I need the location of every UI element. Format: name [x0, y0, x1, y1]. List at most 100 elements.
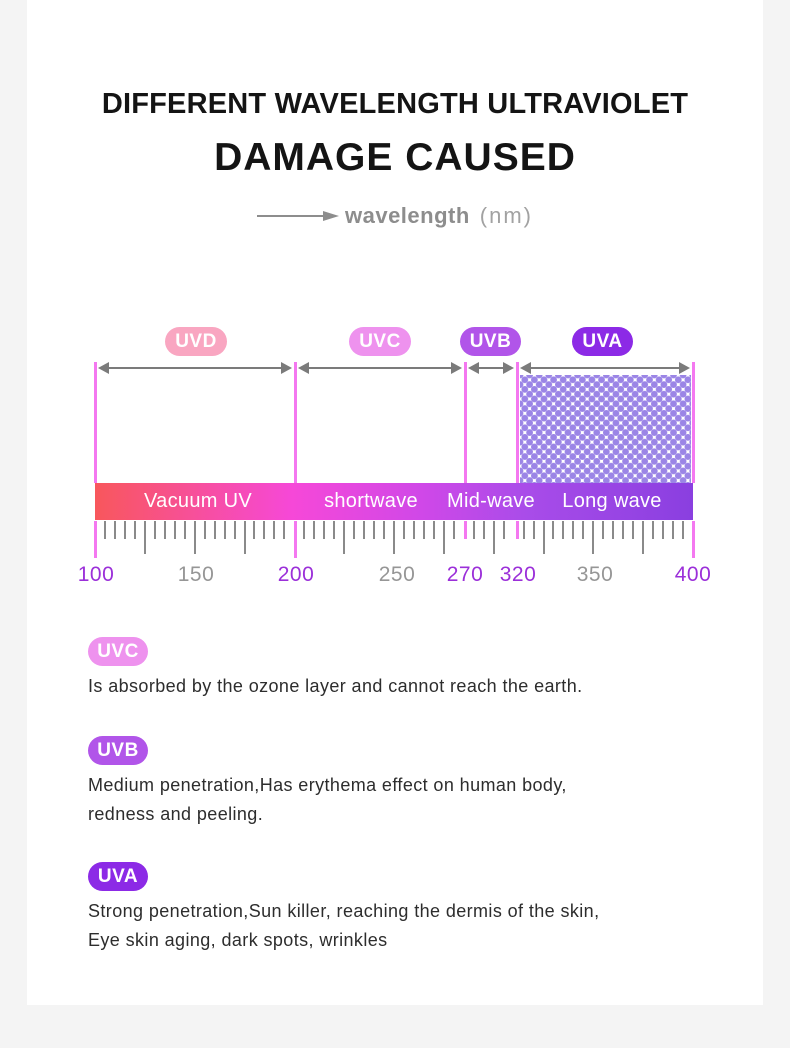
- arrowhead-right-icon: [679, 361, 690, 374]
- ruler-tick: [293, 521, 297, 558]
- wavelength-ruler: [0, 521, 790, 561]
- axis-number-100: 100: [77, 563, 115, 586]
- ruler-tick: [103, 521, 106, 539]
- boundary-line-270nm: [464, 362, 467, 483]
- ruler-tick: [542, 521, 545, 554]
- ruler-tick: [632, 521, 635, 539]
- boundary-line-400nm: [692, 362, 695, 483]
- axis-caption-label: wavelength: [344, 203, 470, 228]
- ruler-tick: [612, 521, 615, 539]
- boundary-line-100nm: [94, 362, 97, 483]
- ruler-tick: [552, 521, 555, 539]
- ruler-tick: [582, 521, 585, 539]
- arrowhead-right-icon: [503, 361, 514, 374]
- range-arrow-uvd: [98, 361, 292, 374]
- arrow-shaft: [531, 366, 679, 369]
- page-title-line2: DAMAGE CAUSED: [214, 136, 576, 179]
- axis-caption-unit: (nm): [479, 203, 534, 228]
- arrowhead-right-icon: [451, 361, 462, 374]
- ruler-tick: [502, 521, 505, 539]
- ruler-tick: [343, 521, 346, 554]
- ruler-tick: [562, 521, 565, 539]
- ruler-tick: [682, 521, 685, 539]
- ruler-tick: [602, 521, 605, 539]
- ruler-tick: [193, 521, 196, 554]
- arrowhead-left-icon: [520, 361, 531, 374]
- ruler-tick: [203, 521, 206, 539]
- uvb-badge-top: UVB: [460, 327, 521, 356]
- boundary-line-320nm: [516, 362, 519, 483]
- ruler-tick: [353, 521, 356, 539]
- ruler-tick: [383, 521, 386, 539]
- page-title-line1: DIFFERENT WAVELENGTH ULTRAVIOLET: [101, 88, 689, 120]
- ruler-tick: [243, 521, 246, 554]
- spectrum-gradient-bar: [95, 483, 693, 520]
- uvc-badge: UVC: [88, 637, 148, 666]
- axis-number-400: 400: [674, 563, 712, 586]
- uvb-description-line: redness and peeling.: [88, 803, 264, 824]
- arrow-shaft: [309, 366, 451, 369]
- ruler-tick: [213, 521, 216, 539]
- ruler-tick: [463, 521, 467, 539]
- ruler-tick: [303, 521, 306, 539]
- ruler-tick: [133, 521, 136, 539]
- ruler-tick: [422, 521, 425, 539]
- ruler-tick: [253, 521, 256, 539]
- ruler-tick: [522, 521, 525, 539]
- ruler-tick: [93, 521, 97, 558]
- ruler-tick: [691, 521, 695, 558]
- axis-number-200: 200: [277, 563, 315, 586]
- uva-dot-pattern: [520, 375, 691, 483]
- ruler-tick: [452, 521, 455, 539]
- range-arrow-uva: [520, 361, 690, 374]
- ruler-tick: [482, 521, 485, 539]
- uvd-badge: UVD: [165, 327, 227, 356]
- ruler-tick: [393, 521, 395, 554]
- ruler-tick: [432, 521, 435, 539]
- ruler-tick: [515, 521, 519, 539]
- uvc-description: Is absorbed by the ozone layer and canno…: [88, 672, 583, 701]
- axis-number-250: 250: [378, 563, 416, 586]
- uvb-description-line: Medium penetration,Has erythema effect o…: [88, 775, 567, 795]
- ruler-tick: [642, 521, 645, 554]
- uva-description-line: Eye skin aging, dark spots, wrinkles: [88, 929, 388, 950]
- axis-number-150: 150: [177, 563, 215, 586]
- uvc-description-line: Is absorbed by the ozone layer and canno…: [88, 676, 583, 696]
- arrowhead-left-icon: [98, 361, 109, 374]
- axis-caption: wavelength (nm): [0, 203, 790, 229]
- ruler-tick: [313, 521, 316, 539]
- axis-number-350: 350: [576, 563, 614, 586]
- ruler-tick: [323, 521, 326, 539]
- ruler-tick: [123, 521, 126, 539]
- ruler-tick: [263, 521, 266, 539]
- ruler-tick: [622, 521, 625, 539]
- arrowhead-left-icon: [298, 361, 309, 374]
- right-arrow-icon: [322, 211, 339, 221]
- ruler-tick: [143, 521, 146, 554]
- band-label-vacuum-uv: Vacuum UV: [144, 490, 252, 512]
- arrowhead-left-icon: [468, 361, 479, 374]
- arrowhead-right-icon: [281, 361, 292, 374]
- ruler-tick: [363, 521, 366, 539]
- ruler-tick: [532, 521, 535, 539]
- ruler-tick: [173, 521, 176, 539]
- arrow-shaft: [256, 215, 323, 217]
- ruler-tick: [333, 521, 336, 539]
- ruler-tick: [662, 521, 665, 539]
- band-label-long-wave: Long wave: [562, 490, 662, 512]
- uvb-description: Medium penetration,Has erythema effect o…: [88, 771, 567, 828]
- ruler-tick: [672, 521, 675, 539]
- range-arrow-uvc: [298, 361, 462, 374]
- band-label-mid-wave: Mid-wave: [447, 490, 535, 512]
- uva-description: Strong penetration,Sun killer, reaching …: [88, 897, 599, 954]
- ruler-tick: [592, 521, 595, 554]
- axis-number-320: 320: [499, 563, 537, 586]
- uvb-badge: UVB: [88, 736, 148, 765]
- ruler-tick: [273, 521, 276, 539]
- ruler-tick: [442, 521, 445, 554]
- ruler-tick: [412, 521, 415, 539]
- ruler-tick: [223, 521, 226, 539]
- arrow-shaft: [479, 366, 503, 369]
- ruler-tick: [163, 521, 166, 539]
